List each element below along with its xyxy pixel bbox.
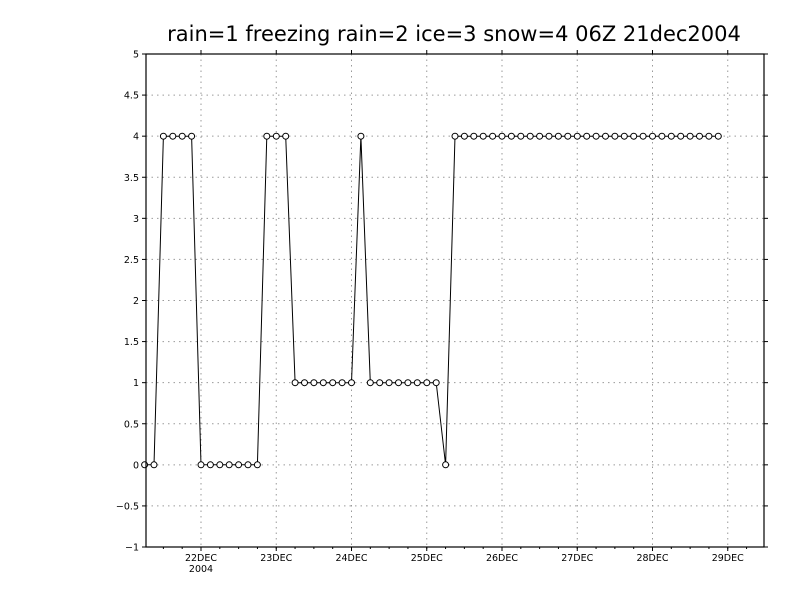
y-tick-label: 3.5 xyxy=(124,173,139,184)
data-point xyxy=(235,461,243,469)
data-point xyxy=(225,461,233,469)
y-tick-label: 5 xyxy=(133,50,139,61)
data-point xyxy=(451,132,459,140)
y-tick-label: 4 xyxy=(133,132,139,143)
data-point xyxy=(639,132,647,140)
x-tick-label: 28DEC xyxy=(636,553,668,564)
x-tick-label: 25DEC xyxy=(411,553,443,564)
grid xyxy=(146,54,764,547)
y-tick-label: 0 xyxy=(133,460,139,471)
data-point xyxy=(479,132,487,140)
data-point xyxy=(150,461,158,469)
data-point xyxy=(554,132,562,140)
data-point xyxy=(705,132,713,140)
data-point xyxy=(630,132,638,140)
data-point xyxy=(507,132,515,140)
data-point xyxy=(564,132,572,140)
y-tick-label: 0.5 xyxy=(124,419,139,430)
data-point xyxy=(197,461,205,469)
data-point xyxy=(376,379,384,387)
data-point xyxy=(216,461,224,469)
data-point xyxy=(319,379,327,387)
data-point xyxy=(282,132,290,140)
data-point xyxy=(442,461,450,469)
data-point xyxy=(686,132,694,140)
chart-title: rain=1 freezing rain=2 ice=3 snow=4 06Z … xyxy=(167,22,741,46)
data-point xyxy=(423,379,431,387)
y-tick-label: 4.5 xyxy=(124,91,139,102)
data-point xyxy=(310,379,318,387)
data-point xyxy=(602,132,609,140)
data-point xyxy=(395,379,402,387)
y-tick-label: 1 xyxy=(133,378,139,389)
data-point xyxy=(348,379,355,387)
data-point xyxy=(329,379,337,387)
data-point xyxy=(536,132,544,140)
data-point xyxy=(178,132,186,140)
x-tick-sublabel: 2004 xyxy=(189,564,213,575)
data-point xyxy=(470,132,478,140)
data-point xyxy=(338,379,346,387)
y-tick-label: 1.5 xyxy=(124,337,139,348)
data-point xyxy=(583,132,591,140)
data-point xyxy=(141,461,149,469)
data-point xyxy=(301,379,308,387)
data-point xyxy=(366,379,374,387)
data-point xyxy=(714,132,722,140)
plot-frame xyxy=(145,53,765,548)
data-point xyxy=(357,132,365,140)
data-point xyxy=(413,379,421,387)
data-point xyxy=(649,132,656,140)
x-tick-label: 29DEC xyxy=(712,553,744,564)
data-point xyxy=(489,132,497,140)
y-axis: −1 −0.5 0 0.5 1 1.5 2 2.5 3 3.5 4 4.5 5 xyxy=(116,50,768,554)
data-point xyxy=(573,132,581,140)
data-point xyxy=(592,132,600,140)
data-point xyxy=(677,132,685,140)
x-tick-label: 24DEC xyxy=(335,553,367,564)
data-point xyxy=(169,132,177,140)
data-point xyxy=(526,132,534,140)
y-tick-label: 2 xyxy=(133,296,139,307)
series-group xyxy=(141,132,722,469)
data-point xyxy=(404,379,412,387)
data-point xyxy=(432,379,440,387)
x-tick-label: 23DEC xyxy=(260,553,292,564)
y-tick-label: 3 xyxy=(133,214,139,225)
data-point xyxy=(611,132,619,140)
data-point xyxy=(696,132,703,140)
data-point xyxy=(253,461,261,469)
x-tick-label: 22DEC xyxy=(185,553,217,564)
data-point xyxy=(620,132,628,140)
data-point xyxy=(517,132,525,140)
data-point xyxy=(188,132,196,140)
y-tick-label: −0.5 xyxy=(116,501,139,512)
data-point xyxy=(385,379,393,387)
data-point xyxy=(667,132,675,140)
data-point xyxy=(206,461,214,469)
y-tick-label: 2.5 xyxy=(124,255,139,266)
data-point xyxy=(263,132,271,140)
series-line xyxy=(144,135,719,466)
x-tick-label: 27DEC xyxy=(561,553,593,564)
data-point xyxy=(244,461,252,469)
data-point xyxy=(272,132,280,140)
data-point xyxy=(460,132,468,140)
x-tick-label: 26DEC xyxy=(486,553,518,564)
y-tick-label: −1 xyxy=(125,543,139,554)
data-point xyxy=(291,379,299,387)
data-point xyxy=(658,132,666,140)
data-point xyxy=(545,132,553,140)
data-point xyxy=(498,132,506,140)
data-point xyxy=(159,132,167,140)
